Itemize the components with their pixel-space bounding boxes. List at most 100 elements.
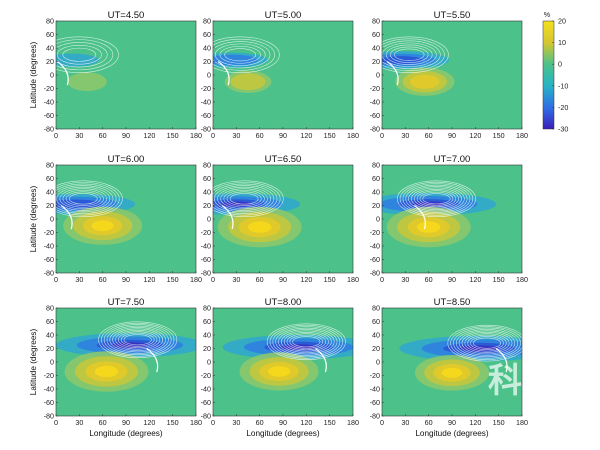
y-tick-label: 60 — [203, 30, 211, 39]
x-tick-label: 120 — [300, 131, 312, 140]
panel-title: UT=5.50 — [434, 10, 471, 21]
white-contour — [109, 327, 166, 353]
y-tick-label: 80 — [203, 16, 211, 25]
white-contour — [56, 42, 108, 68]
x-tick-label: 60 — [256, 131, 264, 140]
y-tick-label: 40 — [203, 330, 211, 339]
y-tick-label: 80 — [46, 303, 54, 312]
y-tick-label: -20 — [370, 228, 380, 237]
y-tick-label: 20 — [46, 201, 54, 210]
y-tick-label: -60 — [370, 398, 380, 407]
white-contour — [422, 193, 451, 205]
terminator-curve — [146, 348, 159, 373]
y-tick-label: 40 — [46, 330, 54, 339]
y-tick-label: 40 — [372, 187, 380, 196]
y-tick-label: -60 — [44, 111, 54, 120]
white-contour — [120, 332, 155, 347]
x-tick-label: 60 — [256, 418, 264, 427]
white-contour — [396, 180, 476, 218]
y-tick-label: 20 — [203, 344, 211, 353]
x-tick-label: 90 — [448, 275, 456, 284]
x-tick-label: 180 — [190, 275, 202, 284]
colorbar-units: % — [544, 10, 551, 19]
y-tick-label: 60 — [46, 317, 54, 326]
colorbar-tick-label: 10 — [558, 38, 566, 47]
y-tick-label: 20 — [203, 201, 211, 210]
x-tick-label: 30 — [232, 275, 240, 284]
white-contour — [219, 45, 261, 64]
white-contour — [393, 48, 425, 61]
positive-anomaly-contour — [94, 365, 119, 378]
white-contour — [470, 336, 504, 351]
x-tick-label: 90 — [279, 275, 287, 284]
y-tick-label: -20 — [201, 84, 211, 93]
y-tick-label: -80 — [201, 411, 211, 420]
terminator-curve — [386, 61, 399, 86]
y-tick-label: 0 — [376, 357, 380, 366]
y-axis-label: Latitude (degrees) — [29, 329, 38, 396]
white-contour — [214, 43, 266, 66]
white-contour — [399, 181, 474, 216]
white-contour — [458, 330, 516, 356]
y-tick-label: -40 — [44, 241, 54, 250]
x-tick-label: 60 — [99, 275, 107, 284]
panel-title: UT=5.00 — [265, 10, 302, 21]
y-tick-label: -80 — [370, 124, 380, 133]
terminator-curve — [315, 348, 327, 373]
white-contour — [385, 44, 433, 65]
white-contour — [56, 44, 102, 65]
white-contour — [56, 36, 119, 73]
x-tick-label: 180 — [190, 418, 202, 427]
white-contour — [59, 188, 107, 210]
white-contour — [223, 189, 265, 208]
panel-title: UT=7.00 — [434, 154, 471, 165]
white-contour — [56, 186, 111, 211]
colorbar: % 20 10 0 -10 -20 -30 — [542, 10, 568, 134]
white-contour — [292, 336, 321, 348]
x-tick-label: 120 — [469, 418, 481, 427]
y-tick-label: 60 — [203, 317, 211, 326]
terminator-curve — [60, 205, 73, 230]
y-tick-label: 40 — [372, 330, 380, 339]
positive-anomaly-contour — [416, 221, 441, 233]
y-tick-label: -80 — [44, 411, 54, 420]
panel-title: UT=6.50 — [265, 154, 302, 165]
white-contour — [382, 36, 449, 73]
white-contour — [408, 186, 465, 212]
x-tick-label: 60 — [99, 418, 107, 427]
white-contour — [467, 334, 507, 352]
x-tick-label: 120 — [300, 418, 312, 427]
y-tick-label: -20 — [370, 84, 380, 93]
white-contour — [56, 39, 114, 71]
white-contour — [269, 324, 344, 359]
white-contour — [275, 327, 338, 356]
white-contour — [62, 189, 104, 208]
x-tick-label: 30 — [75, 418, 83, 427]
white-contour — [278, 329, 335, 355]
y-tick-label: 80 — [203, 160, 211, 169]
panel-title: UT=8.50 — [434, 297, 471, 308]
y-tick-label: -80 — [201, 268, 211, 277]
x-tick-label: 90 — [122, 275, 130, 284]
white-contour — [450, 326, 522, 360]
x-tick-label: 150 — [167, 275, 179, 284]
white-contour — [100, 322, 175, 357]
x-tick-label: 30 — [232, 418, 240, 427]
x-tick-label: 90 — [448, 131, 456, 140]
y-tick-label: 40 — [46, 43, 54, 52]
white-contour — [453, 327, 521, 359]
white-contour — [413, 189, 459, 209]
terminator-curve — [56, 61, 69, 86]
white-contour — [112, 328, 164, 351]
white-contour — [65, 191, 101, 206]
white-contour — [213, 38, 275, 71]
y-tick-label: 20 — [372, 57, 380, 66]
white-contour — [280, 330, 332, 353]
y-tick-label: 20 — [372, 201, 380, 210]
white-contour — [56, 182, 120, 216]
white-contour — [229, 193, 259, 205]
